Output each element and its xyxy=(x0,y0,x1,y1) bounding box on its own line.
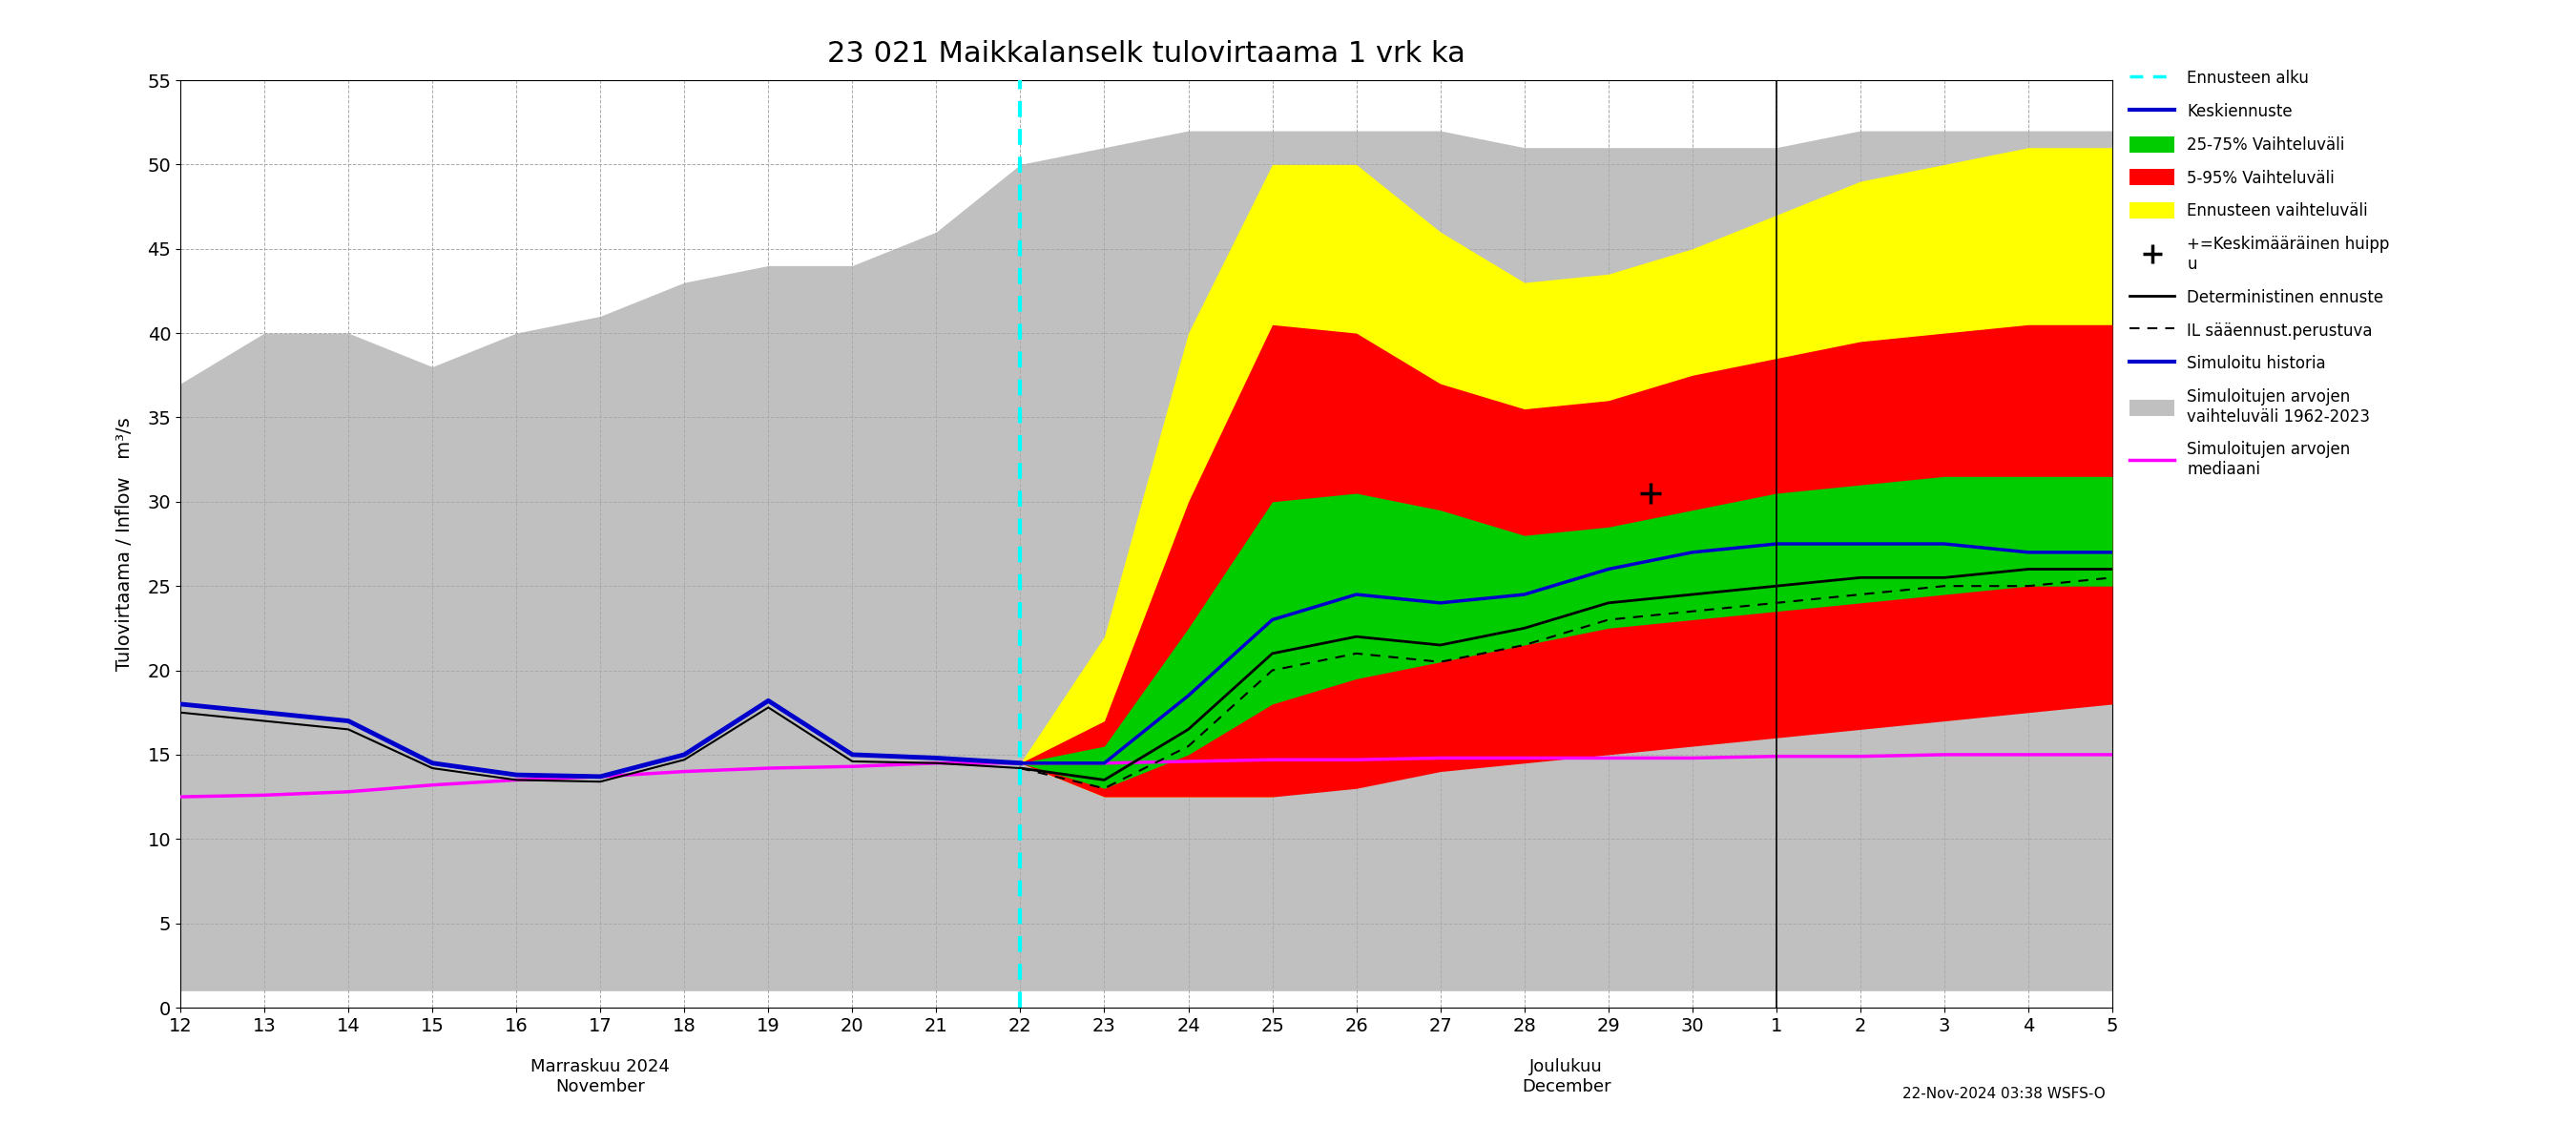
Legend: Ennusteen alku, Keskiennuste, 25-75% Vaihteluväli, 5-95% Vaihteluväli, Ennusteen: Ennusteen alku, Keskiennuste, 25-75% Vai… xyxy=(2130,70,2391,479)
Y-axis label: Tulovirtaama / Inflow   m³/s: Tulovirtaama / Inflow m³/s xyxy=(116,417,134,671)
Text: Marraskuu 2024
November: Marraskuu 2024 November xyxy=(531,1058,670,1095)
Text: 22-Nov-2024 03:38 WSFS-O: 22-Nov-2024 03:38 WSFS-O xyxy=(1904,1087,2105,1101)
Title: 23 021 Maikkalanselk tulovirtaama 1 vrk ka: 23 021 Maikkalanselk tulovirtaama 1 vrk … xyxy=(827,40,1466,68)
Text: Joulukuu
December: Joulukuu December xyxy=(1522,1058,1610,1095)
